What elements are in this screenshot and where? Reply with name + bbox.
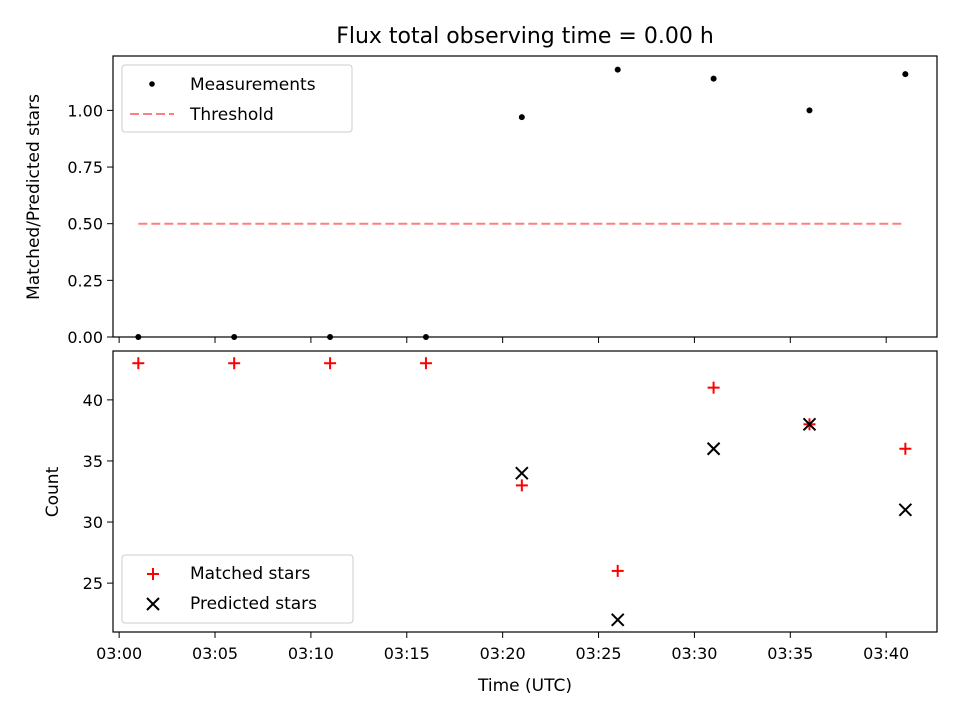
legend-predicted-marker	[146, 597, 160, 611]
matched-star-point	[515, 479, 528, 492]
legend-threshold-label: Threshold	[189, 105, 274, 125]
matched-star-point	[228, 357, 241, 370]
legend-matched-label: Matched stars	[190, 564, 310, 584]
measurement-point	[614, 66, 621, 73]
chart-title: Flux total observing time = 0.00 h	[336, 24, 714, 49]
measurement-point	[806, 107, 813, 114]
bottom-x-tick-label: 03:25	[575, 644, 621, 663]
bottom-x-tick-label: 03:15	[384, 644, 430, 663]
bottom-y-tick-label: 35	[83, 452, 103, 471]
bottom-panel: 25 30 35 40 03:00 03:05 03:10 03:15 03:20 03:25 03…	[43, 350, 938, 696]
measurement-point	[902, 71, 909, 78]
bottom-axis-ticks: 25 30 35 40 03:00 03:05 03:10 03:15 03:20 03:25 03…	[83, 391, 910, 663]
predicted-star-point	[706, 442, 721, 456]
top-panel: 0.00 0.25 0.50 0.75 1.00 Matched/Predicted s…	[24, 55, 938, 347]
bottom-y-tick-label: 40	[83, 391, 103, 410]
top-axis-ticks: 0.00 0.25 0.50 0.75 1.00	[67, 101, 887, 347]
top-y-axis-label: Matched/Predicted stars	[24, 94, 44, 300]
bottom-x-tick-label: 03:35	[767, 644, 813, 663]
x-axis-label: Time (UTC)	[477, 676, 572, 696]
bottom-y-tick-label: 30	[83, 513, 103, 532]
legend-measurements-marker	[149, 81, 155, 87]
bottom-axes-frame	[112, 350, 938, 633]
matched-star-point	[324, 357, 337, 370]
top-y-tick-label: 0.75	[67, 158, 103, 177]
bottom-y-axis-label: Count	[43, 466, 63, 517]
bottom-x-tick-label: 03:40	[863, 644, 909, 663]
bottom-x-tick-label: 03:05	[192, 644, 238, 663]
predicted-star-point	[611, 613, 625, 627]
legend-measurements-label: Measurements	[190, 75, 316, 95]
bottom-legend: Matched stars Predicted stars	[121, 554, 354, 624]
bottom-plot-area	[132, 357, 913, 627]
measurement-point	[518, 114, 525, 121]
bottom-x-tick-label: 03:10	[288, 644, 334, 663]
predicted-star-point	[515, 466, 529, 480]
top-y-tick-label: 1.00	[67, 101, 103, 120]
matched-star-point	[707, 381, 720, 394]
top-y-tick-label: 0.00	[67, 328, 103, 347]
matched-star-point	[899, 442, 912, 455]
bottom-x-tick-label: 03:20	[480, 644, 526, 663]
legend-matched-marker	[147, 568, 159, 580]
matched-star-point	[419, 357, 432, 370]
top-legend: Measurements Threshold	[121, 64, 353, 133]
predicted-star-point	[802, 417, 817, 432]
top-plot-area	[135, 66, 909, 340]
legend-predicted-label: Predicted stars	[190, 594, 317, 614]
top-y-tick-label: 0.50	[67, 215, 103, 234]
bottom-legend-box	[121, 554, 354, 624]
measurement-point	[710, 75, 717, 82]
matched-star-point	[132, 357, 145, 370]
matched-star-point	[611, 564, 624, 577]
top-legend-box	[121, 64, 353, 133]
bottom-y-tick-label: 25	[83, 574, 103, 593]
top-y-tick-label: 0.25	[67, 271, 103, 290]
bottom-x-tick-label: 03:00	[96, 644, 142, 663]
top-axes-frame	[112, 55, 938, 338]
bottom-x-tick-label: 03:30	[671, 644, 717, 663]
predicted-star-point	[898, 503, 913, 517]
